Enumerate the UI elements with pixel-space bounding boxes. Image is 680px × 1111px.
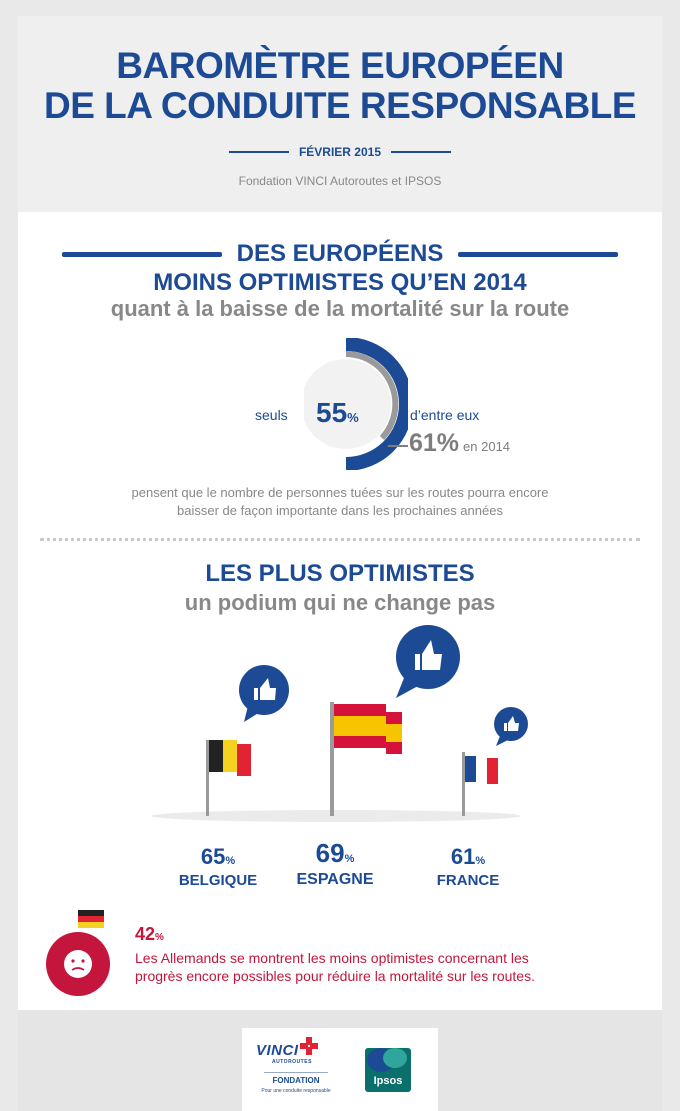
podium-ground: [151, 810, 521, 822]
current-value: 55: [316, 397, 348, 428]
belgium-name: BELGIQUE: [178, 872, 258, 889]
date-row: FÉVRIER 2015: [18, 143, 662, 161]
main-content: DES EUROPÉENS MOINS OPTIMISTES QU’EN 201…: [18, 212, 662, 1010]
description-line-1: pensent que le nombre de personnes tuées…: [131, 485, 549, 500]
section1-subtitle: quant à la baisse de la mortalité sur la…: [110, 296, 570, 321]
section1-title-line-1: DES EUROPÉENS: [236, 240, 444, 267]
publication-date: FÉVRIER 2015: [298, 144, 382, 159]
title-line-1: BAROMÈTRE EUROPÉEN: [116, 45, 564, 86]
spain-name: ESPAGNE: [296, 871, 374, 888]
previous-percentage: 61% en 2014: [409, 429, 510, 458]
title-bar-right: [458, 252, 618, 257]
germany-value: 42: [135, 924, 156, 944]
title-line-2: DE LA CONDUITE RESPONSABLE: [43, 85, 637, 126]
germany-statement: Les Allemands se montrent les moins opti…: [135, 949, 575, 985]
previous-year-label: en 2014: [463, 439, 511, 454]
thumbs-up-bubble-france: [494, 707, 528, 746]
title-bar-left: [62, 252, 222, 257]
infographic: BAROMÈTRE EUROPÉEN DE LA CONDUITE RESPON…: [18, 16, 662, 1111]
section1-title-line-2: MOINS OPTIMISTES QU’EN 2014: [153, 269, 527, 296]
sad-face-icon: [46, 932, 110, 996]
divider-left: [228, 150, 289, 153]
current-percentage: 55%: [316, 397, 359, 429]
country-belgium: 65% BELGIQUE: [168, 844, 268, 889]
germany-unit: %: [155, 932, 164, 943]
divider-right: [391, 150, 452, 153]
ipsos-mark-icon: [367, 1048, 407, 1072]
fondation-label: FONDATION: [272, 1076, 320, 1085]
previous-value: 61%: [409, 429, 460, 457]
france-value: 61: [450, 844, 476, 869]
spain-flag: [330, 702, 402, 816]
source-credit: Fondation VINCI Autoroutes et IPSOS: [238, 174, 442, 188]
dotted-divider: [40, 538, 640, 541]
france-flag: [462, 752, 498, 816]
optimism-gauge: [304, 338, 408, 470]
gauge-pointer-line: [388, 445, 408, 447]
belgium-unit: %: [225, 855, 236, 867]
belgium-value: 65: [200, 844, 226, 869]
belgium-flag: [206, 740, 251, 816]
section2-subtitle: un podium qui ne change pas: [184, 590, 496, 615]
section2-title: LES PLUS OPTIMISTES: [205, 560, 475, 587]
gauge-current-arc: [345, 338, 408, 470]
vinci-brand: VINCI: [256, 1042, 299, 1059]
ipsos-logo: Ipsos: [365, 1048, 411, 1092]
germany-statement-line-1: Les Allemands se montrent les moins opti…: [135, 950, 529, 966]
country-spain: 69% ESPAGNE: [280, 838, 390, 889]
section1-description: pensent que le nombre de personnes tuées…: [78, 484, 602, 520]
fondation-tagline: Pour une conduite responsable: [261, 1088, 331, 1094]
france-unit: %: [475, 855, 486, 867]
vinci-logo: VINCI AUTOROUTES: [256, 1042, 336, 1065]
gauge-center: [304, 359, 391, 449]
spain-unit: %: [344, 853, 355, 865]
gauge-2014-arc: [345, 351, 399, 441]
vinci-subbrand: AUTOROUTES: [272, 1059, 312, 1065]
fondation-divider: [264, 1072, 328, 1073]
thumbs-up-bubble-spain: [396, 625, 460, 698]
description-line-2: baisser de façon importante dans les pro…: [177, 503, 503, 518]
header: BAROMÈTRE EUROPÉEN DE LA CONDUITE RESPON…: [18, 16, 662, 212]
footer: VINCI AUTOROUTES FONDATION Pour une cond…: [18, 1010, 662, 1111]
seuls-label: seuls: [255, 407, 288, 423]
germany-statement-line-2: progrès encore possibles pour réduire la…: [135, 968, 535, 984]
france-name: FRANCE: [436, 872, 500, 889]
thumbs-up-bubble-belgium: [239, 665, 289, 722]
partner-logos: VINCI AUTOROUTES FONDATION Pour une cond…: [242, 1028, 438, 1111]
section1-title: DES EUROPÉENS MOINS OPTIMISTES QU’EN 201…: [18, 239, 662, 297]
spain-value: 69: [315, 838, 345, 868]
vinci-cross-icon: [300, 1037, 318, 1055]
ipsos-name: Ipsos: [373, 1075, 403, 1087]
page-title: BAROMÈTRE EUROPÉEN DE LA CONDUITE RESPON…: [18, 46, 662, 126]
germany-percentage: 42%: [135, 924, 164, 945]
germany-flag: [78, 910, 104, 928]
current-unit: %: [347, 410, 359, 425]
country-france: 61% FRANCE: [418, 844, 518, 889]
dentre-eux-label: d’entre eux: [410, 407, 480, 423]
